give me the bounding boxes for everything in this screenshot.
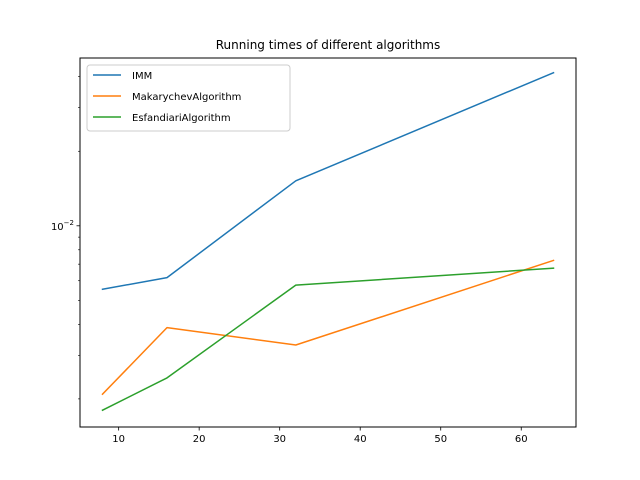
chart-title: Running times of different algorithms <box>216 38 441 52</box>
legend-label-1: MakarychevAlgorithm <box>132 92 241 103</box>
y-axis: 10−2 <box>51 76 80 400</box>
x-tick-label-5: 60 <box>515 434 528 445</box>
legend-label-0: IMM <box>132 71 152 82</box>
y-tick-label-0: 10−2 <box>51 219 74 233</box>
legend-box <box>86 64 291 132</box>
x-tick-label-0: 10 <box>112 434 125 445</box>
legend: IMM MakarychevAlgorithm EsfandiariAlgorith… <box>86 64 291 132</box>
x-tick-label-4: 50 <box>434 434 447 445</box>
x-tick-label-2: 30 <box>273 434 286 445</box>
series-line-0 <box>101 71 555 291</box>
series-line-1 <box>101 259 555 396</box>
legend-label-2: EsfandiariAlgorithm <box>132 113 231 124</box>
x-tick-label-3: 40 <box>354 434 367 445</box>
axes-frame <box>79 57 577 428</box>
x-axis: 10 20 30 40 50 60 <box>112 427 528 445</box>
x-tick-label-1: 20 <box>193 434 206 445</box>
plot-lines <box>101 71 555 412</box>
series-line-2 <box>101 267 555 412</box>
